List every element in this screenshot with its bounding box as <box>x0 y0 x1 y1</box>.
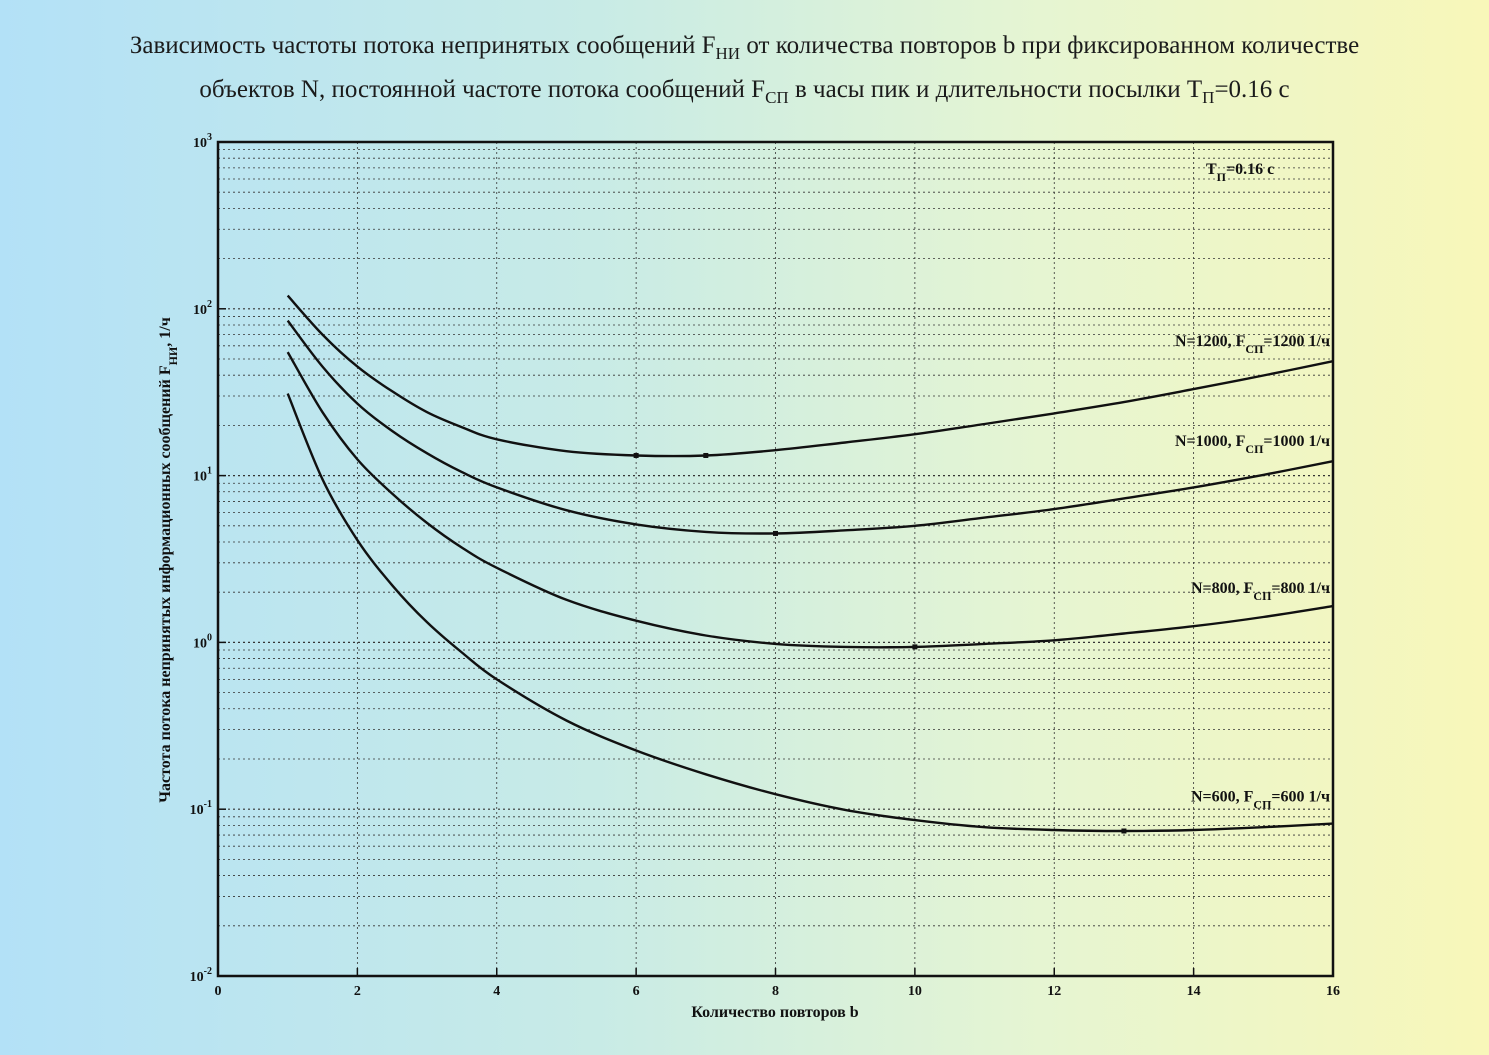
series-label-1: N=1200, FСП=1200 1/ч <box>1175 333 1330 356</box>
y-tick-label: 100 <box>193 632 212 651</box>
series-labels: N=1200, FСП=1200 1/ч N=1000, FСП=1000 1/ч… <box>1175 333 1330 811</box>
chart-title-line-2: объектов N, постоянной частоте потока со… <box>199 76 1290 107</box>
x-tick-label: 14 <box>1187 984 1201 999</box>
y-tick-label: 10-2 <box>190 966 212 985</box>
series-label-3: N=800, FСП=800 1/ч <box>1191 580 1330 603</box>
x-tick-label: 16 <box>1326 984 1340 999</box>
tick-labels: 0 2 4 6 8 10 12 14 16 10-2 10-1 100 101 102 103 <box>190 132 1340 999</box>
series-marker-2 <box>773 530 778 536</box>
y-tick-label: 101 <box>193 466 212 485</box>
series-marker-1 <box>633 452 639 458</box>
x-tick-label: 4 <box>493 984 500 999</box>
curves <box>286 294 1334 834</box>
series-label-2: N=1000, FСП=1000 1/ч <box>1175 433 1330 456</box>
y-tick-label: 10-1 <box>190 799 212 818</box>
y-tick-label: 102 <box>193 299 212 318</box>
tp-annotation: TП=0.16 с <box>1206 161 1274 184</box>
series-line-2 <box>286 319 1334 535</box>
grid <box>218 142 1333 976</box>
chart-title: Зависимость частоты потока непринятых со… <box>0 28 1489 116</box>
x-tick-label: 0 <box>215 984 222 999</box>
x-tick-label: 6 <box>633 984 640 999</box>
y-tick-label: 103 <box>193 132 212 151</box>
x-tick-label: 2 <box>354 984 361 999</box>
y-axis-label: Частота потока непринятых информационных… <box>157 317 180 802</box>
series-marker-1 <box>703 452 709 458</box>
x-tick-label: 12 <box>1047 984 1061 999</box>
series-line-1 <box>286 294 1334 458</box>
series-label-4: N=600, FСП=600 1/ч <box>1191 789 1330 812</box>
x-tick-label: 10 <box>908 984 922 999</box>
series-marker-4 <box>1121 828 1127 834</box>
series-line-4 <box>286 393 1334 833</box>
x-tick-label: 8 <box>772 984 779 999</box>
chart-title-line-1: Зависимость частоты потока непринятых со… <box>129 32 1360 63</box>
series-marker-3 <box>912 644 918 650</box>
x-axis-label: Количество повторов b <box>691 1004 858 1021</box>
series-line-3 <box>286 351 1334 649</box>
